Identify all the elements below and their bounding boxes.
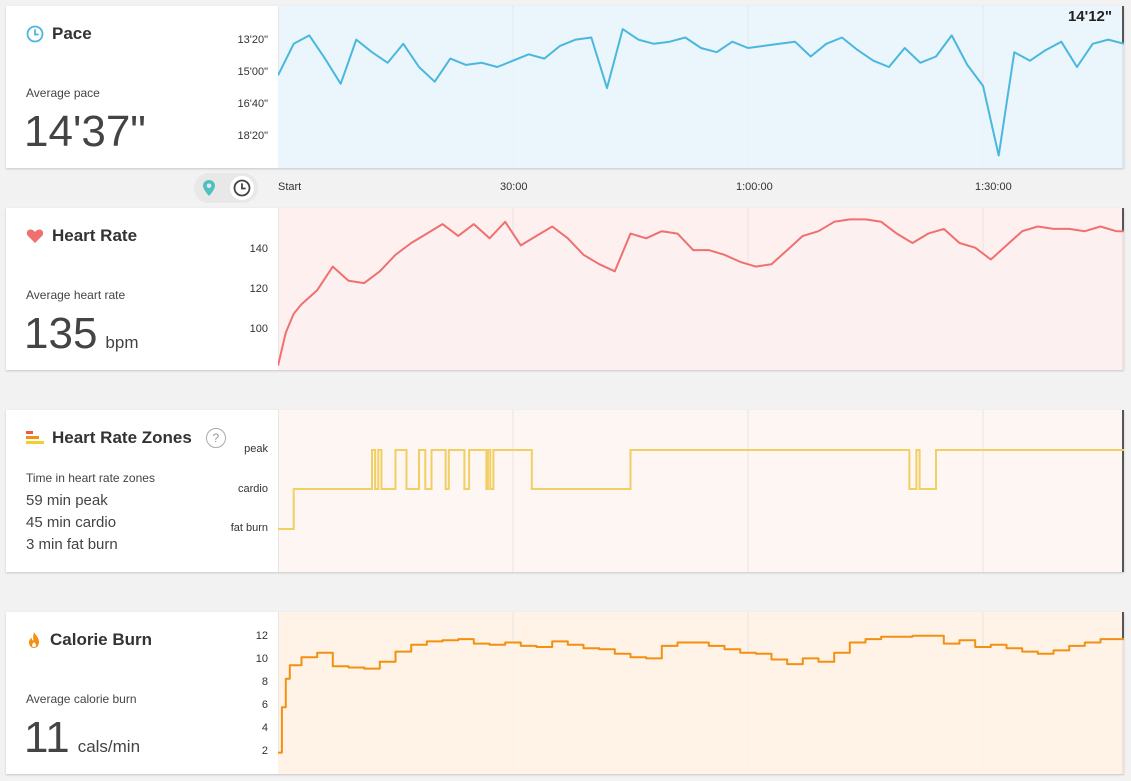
average-calorie-burn-label: Average calorie burn: [26, 692, 137, 706]
calorie-burn-unit: cals/min: [77, 737, 141, 756]
average-heart-rate-label: Average heart rate: [26, 288, 126, 302]
x-tick-start: Start: [278, 181, 302, 193]
zones-icon: [26, 431, 44, 444]
zones-line: [278, 449, 1124, 530]
average-calorie-burn-number: 11: [24, 713, 70, 762]
heart-rate-zones-title: Heart Rate Zones ?: [26, 428, 226, 448]
zones-y-tick: fat burn: [230, 522, 268, 534]
zones-y-tick: peak: [244, 443, 268, 455]
calorie-y-tick: 4: [261, 722, 268, 734]
heart-rate-y-tick: 140: [249, 243, 268, 255]
calories-line: [278, 634, 1124, 754]
heart-rate-chart[interactable]: [278, 208, 1124, 370]
pace-y-tick: 16'40": [237, 98, 268, 110]
heart-rate-title-text: Heart Rate: [52, 226, 138, 245]
calorie-y-tick: 12: [255, 630, 268, 642]
pace-y-tick: 15'00": [237, 66, 268, 78]
calorie-burn-title: Calorie Burn: [26, 630, 152, 650]
map-time-toggle[interactable]: [194, 173, 258, 203]
time-in-zones-label: Time in heart rate zones: [26, 471, 155, 485]
cardio-minutes: 45 min cardio: [26, 514, 117, 531]
x-tick-60: 1:00:00: [736, 181, 773, 193]
clock-icon: [233, 179, 251, 197]
average-heart-rate-number: 135: [24, 309, 98, 358]
heart-icon: [26, 229, 44, 243]
pace-chart[interactable]: [278, 6, 1124, 168]
pace-y-tick: 13'20": [237, 34, 268, 46]
map-pin-icon: [203, 180, 215, 196]
heart-rate-zones-title-text: Heart Rate Zones: [52, 428, 192, 447]
calorie-y-tick: 10: [255, 653, 268, 665]
heart-rate-zones-card: Heart Rate Zones ? Time in heart rate zo…: [6, 410, 1124, 572]
heart-rate-card: Heart Rate Average heart rate 135 bpm 140…: [6, 208, 1124, 370]
map-pin-toggle-button[interactable]: [197, 176, 221, 200]
calorie-burn-chart[interactable]: [278, 612, 1124, 774]
flame-icon: [29, 632, 39, 648]
fat-burn-minutes: 3 min fat burn: [26, 536, 118, 553]
help-button[interactable]: ?: [205, 428, 226, 448]
heart-rate-area: [278, 219, 1124, 370]
heart-rate-zones-summary: Heart Rate Zones ? Time in heart rate zo…: [6, 410, 278, 572]
pace-current-value: 14'12": [1067, 8, 1112, 25]
heart-rate-y-tick: 120: [249, 283, 268, 295]
average-pace-value: 14'37": [24, 107, 146, 156]
calorie-burn-summary: Calorie Burn Average calorie burn 11 cals…: [6, 612, 278, 774]
average-heart-rate-value: 135 bpm: [24, 312, 139, 356]
calories-area: [278, 635, 1124, 774]
heart-rate-title: Heart Rate: [26, 226, 137, 246]
heart-rate-unit: bpm: [105, 333, 139, 352]
peak-minutes: 59 min peak: [26, 492, 108, 509]
average-calorie-burn-value: 11 cals/min: [24, 716, 140, 760]
calorie-y-tick: 8: [261, 676, 268, 688]
time-toggle-button[interactable]: [230, 176, 254, 200]
heart-rate-line: [278, 218, 1124, 366]
calorie-burn-card: Calorie Burn Average calorie burn 11 cals…: [6, 612, 1124, 774]
average-pace-label: Average pace: [26, 86, 100, 100]
pace-summary: Pace Average pace 14'37" 13'20" 15'00" 1…: [6, 6, 278, 168]
calorie-y-tick: 2: [261, 745, 268, 757]
clock-icon: [26, 25, 44, 43]
zones-y-tick: cardio: [238, 483, 268, 495]
calorie-burn-title-text: Calorie Burn: [50, 630, 153, 649]
zones-area-bg: [278, 410, 1124, 572]
pace-card: Pace Average pace 14'37" 13'20" 15'00" 1…: [6, 6, 1124, 168]
pace-title: Pace: [26, 24, 92, 44]
x-tick-90: 1:30:00: [975, 181, 1012, 193]
heart-rate-y-tick: 100: [249, 323, 268, 335]
calorie-y-tick: 6: [261, 699, 268, 711]
heart-rate-summary: Heart Rate Average heart rate 135 bpm 140…: [6, 208, 278, 370]
pace-title-text: Pace: [52, 24, 92, 43]
heart-rate-zones-chart[interactable]: [278, 410, 1124, 572]
x-tick-30: 30:00: [500, 181, 528, 193]
pace-area: [278, 29, 1124, 168]
pace-y-tick: 18'20": [237, 130, 268, 142]
pace-line: [278, 28, 1124, 157]
